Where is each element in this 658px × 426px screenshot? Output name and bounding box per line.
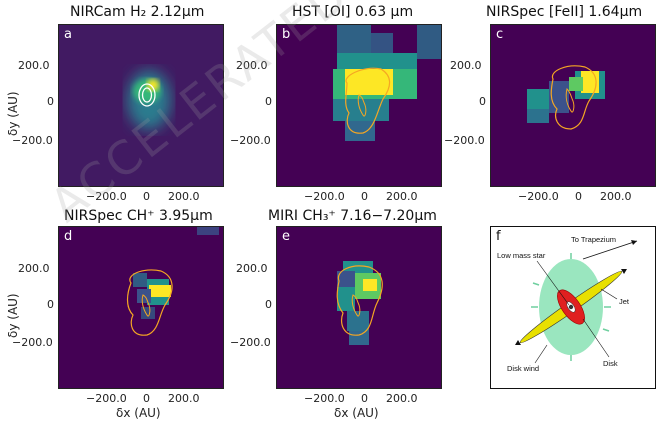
panel-b-letter: b [282, 27, 291, 42]
panel-a-image: a [58, 24, 224, 187]
panel-e-letter: e [282, 229, 290, 244]
x-axis-label-e: δx (AU) [334, 406, 379, 420]
panel-f-schematic: f To Trapezium Low mass star Jet Disk Di… [490, 226, 656, 389]
panel-e-title: MIRI CH₃⁺ 7.16−7.20µm [268, 208, 437, 224]
panel-b-title: HST [OI] 0.63 µm [292, 4, 414, 20]
y-axis-label-bottom: δy (AU) [6, 293, 20, 338]
x-tick-c-3: 200.0 [600, 190, 632, 203]
y-axis-label-top: δy (AU) [6, 91, 20, 136]
label-to-trapezium: To Trapezium [571, 235, 617, 244]
y-tick-d-3: −200.0 [12, 336, 53, 349]
x-tick-a-1: −200.0 [86, 190, 127, 203]
x-tick-d-1: −200.0 [86, 392, 127, 405]
y-tick-c-1: 200.0 [450, 59, 482, 72]
panel-c-image: c [490, 24, 656, 187]
panel-d-title: NIRSpec CH⁺ 3.95µm [64, 208, 213, 224]
y-tick-top-3: −200.0 [12, 134, 53, 147]
x-axis-label-d: δx (AU) [116, 406, 161, 420]
y-tick-top-2: 0 [47, 95, 54, 108]
panel-b-image: b [276, 24, 442, 187]
y-tick-top-1: 200.0 [18, 59, 50, 72]
x-tick-a-3: 200.0 [168, 190, 200, 203]
panel-e-image: e [276, 226, 442, 389]
y-tick-d-2: 0 [47, 298, 54, 311]
x-tick-a-2: 0 [143, 190, 150, 203]
y-tick-e-1: 200.0 [236, 262, 268, 275]
y-tick-b-3: −200.0 [230, 134, 271, 147]
y-tick-e-2: 0 [265, 298, 272, 311]
y-tick-b-1: 200.0 [236, 59, 268, 72]
x-tick-b-2: 0 [361, 190, 368, 203]
x-tick-d-3: 200.0 [168, 392, 200, 405]
x-tick-c-2: 0 [575, 190, 582, 203]
y-tick-c-3: −200.0 [444, 134, 485, 147]
panel-a-title: NIRCam H₂ 2.12µm [70, 4, 205, 20]
panel-d-letter: d [64, 229, 73, 244]
label-jet: Jet [619, 297, 630, 306]
x-tick-b-3: 200.0 [386, 190, 418, 203]
x-tick-e-1: −200.0 [304, 392, 345, 405]
panel-a-letter: a [64, 27, 72, 42]
panel-d-image: d [58, 226, 224, 389]
y-tick-b-2: 0 [265, 95, 272, 108]
x-tick-e-3: 200.0 [386, 392, 418, 405]
label-low-mass-star: Low mass star [497, 251, 546, 260]
panel-c-title: NIRSpec [FeII] 1.64µm [486, 4, 643, 20]
x-tick-e-2: 0 [361, 392, 368, 405]
x-tick-b-1: −200.0 [304, 190, 345, 203]
y-tick-e-3: −200.0 [230, 336, 271, 349]
panel-f-letter: f [496, 229, 501, 244]
y-tick-c-2: 0 [479, 95, 486, 108]
panel-c-letter: c [496, 27, 504, 42]
x-tick-d-2: 0 [143, 392, 150, 405]
label-disk-wind: Disk wind [507, 364, 540, 373]
y-tick-d-1: 200.0 [18, 262, 50, 275]
label-disk: Disk [603, 359, 618, 368]
x-tick-c-1: −200.0 [518, 190, 559, 203]
